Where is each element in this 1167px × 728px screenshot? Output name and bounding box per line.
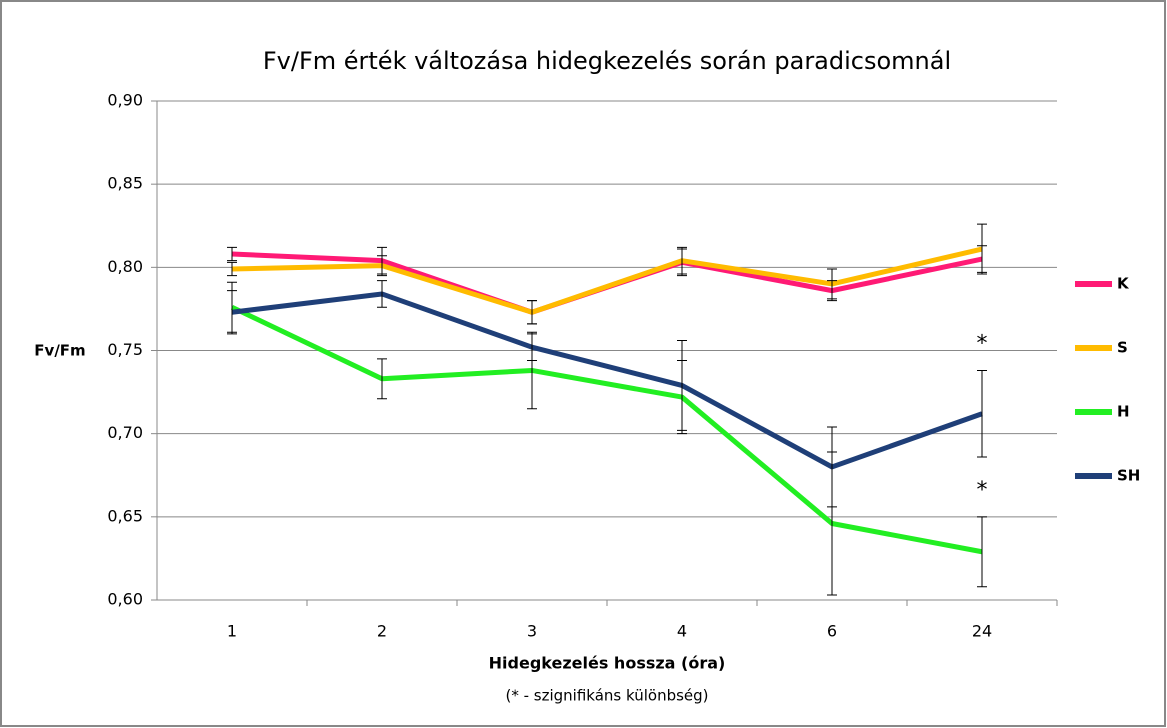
legend-label: SH bbox=[1117, 467, 1140, 485]
x-axis-label: Hidegkezelés hossza (óra) bbox=[489, 654, 726, 673]
error-bar bbox=[377, 280, 387, 308]
annotation: * bbox=[977, 478, 988, 503]
error-bar bbox=[377, 358, 387, 400]
error-bar bbox=[527, 333, 537, 361]
error-bar bbox=[827, 268, 837, 300]
y-tick-label: 0,65 bbox=[107, 506, 143, 525]
series-line bbox=[230, 304, 983, 555]
x-tick-label: 24 bbox=[972, 622, 992, 641]
y-tick-label: 0,60 bbox=[107, 590, 143, 609]
legend-label: H bbox=[1117, 403, 1130, 421]
x-tick-label: 2 bbox=[377, 622, 387, 641]
error-bar bbox=[977, 516, 987, 588]
error-bar bbox=[227, 246, 237, 262]
note: (* - szignifikáns különbség) bbox=[505, 687, 708, 705]
error-bar bbox=[527, 300, 537, 325]
series-line bbox=[231, 246, 983, 315]
y-tick-label: 0,75 bbox=[107, 340, 143, 359]
annotation: * bbox=[977, 331, 988, 356]
y-tick-label: 0,90 bbox=[107, 91, 143, 110]
x-tick-label: 6 bbox=[827, 622, 837, 641]
legend-label: K bbox=[1117, 275, 1130, 293]
legend-label: S bbox=[1117, 339, 1128, 357]
y-tick-label: 0,80 bbox=[107, 257, 143, 276]
error-bar bbox=[377, 255, 387, 277]
chart-title: Fv/Fm érték változása hidegkezelés során… bbox=[263, 47, 951, 75]
error-bar bbox=[677, 246, 687, 275]
error-bar bbox=[227, 290, 237, 335]
y-tick-label: 0,85 bbox=[107, 174, 143, 193]
y-tick-label: 0,70 bbox=[107, 423, 143, 442]
error-bar bbox=[977, 223, 987, 275]
error-bar bbox=[677, 340, 687, 431]
y-axis-label: Fv/Fm bbox=[34, 342, 85, 360]
x-tick-label: 1 bbox=[227, 622, 237, 641]
x-tick-label: 3 bbox=[527, 622, 537, 641]
error-bar bbox=[827, 426, 837, 508]
error-bar bbox=[977, 369, 987, 458]
x-tick-label: 4 bbox=[677, 622, 687, 641]
error-bar bbox=[227, 261, 237, 277]
series-line bbox=[231, 291, 983, 470]
